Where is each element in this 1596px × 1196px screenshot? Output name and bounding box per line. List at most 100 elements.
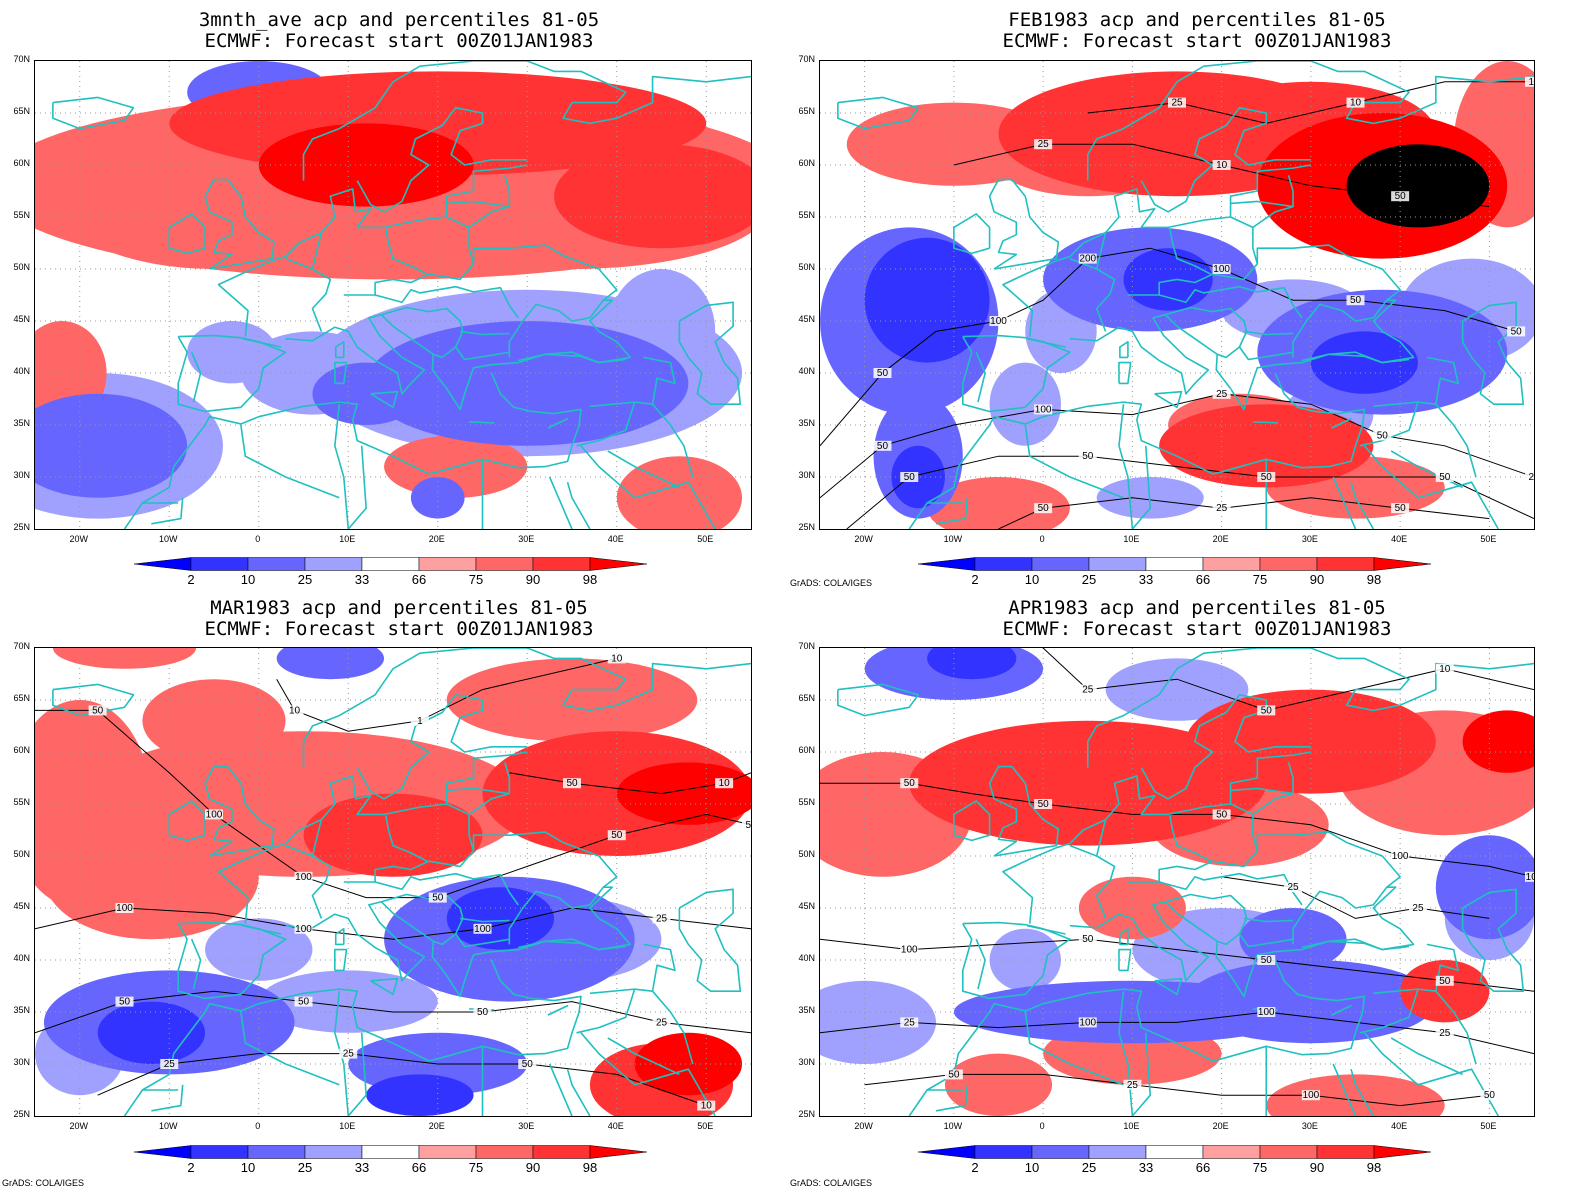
lat-label: 55N (798, 797, 815, 807)
contour-label: 100 (990, 316, 1007, 327)
contour-label: 25 (343, 1049, 355, 1060)
coastline (1252, 762, 1294, 816)
coastline (460, 330, 510, 336)
coastline (151, 497, 184, 525)
colorbar-label: 98 (582, 1160, 598, 1175)
coastline (343, 216, 475, 296)
map-frame: 50 100 100 50 50 50 100 100 100 25 50 50 50 25 25 25 50 1… (34, 647, 752, 1117)
coastline (1256, 244, 1401, 301)
coastline (1165, 306, 1248, 359)
coastline (526, 61, 751, 125)
coastlines (52, 61, 751, 529)
contour-label: 100 (1079, 1017, 1096, 1028)
coastline (1169, 815, 1212, 862)
coastline (1154, 390, 1183, 409)
coastline (1131, 445, 1152, 529)
contour-label: 50 (948, 1069, 960, 1080)
colorbar-label: 25 (1081, 1160, 1097, 1175)
colorbar-segment (1145, 1145, 1204, 1159)
colorbar-segment (190, 557, 249, 571)
coastline (1256, 831, 1401, 888)
colorbar-segment (475, 557, 534, 571)
contour-label: 50 (745, 820, 751, 831)
contour-label: 25 (1127, 1080, 1139, 1091)
coastlines (837, 648, 1534, 1116)
gridlines (820, 648, 1534, 1116)
coastline (1026, 337, 1066, 348)
coastline (1310, 61, 1534, 125)
colorbar-segment (247, 557, 306, 571)
shaded-region (1123, 248, 1213, 311)
percentile-shading (35, 61, 751, 529)
coastline (566, 1068, 591, 1116)
lon-label: 40E (1391, 534, 1408, 544)
coastline (1238, 346, 1294, 361)
coastline (1252, 175, 1294, 229)
colorbar-label: 75 (468, 1160, 484, 1175)
shaded-region (142, 679, 286, 763)
coastline (1230, 200, 1294, 208)
coastline (1390, 1037, 1463, 1076)
contour-label: 25 (904, 1017, 916, 1028)
coastline (285, 257, 332, 332)
coastline (1252, 421, 1278, 424)
coastline (566, 481, 591, 529)
shaded-region (366, 321, 689, 446)
lat-label: 65N (13, 693, 30, 703)
lat-label: 45N (13, 901, 30, 911)
colorbar-segment (532, 1145, 591, 1159)
coastline (1127, 216, 1259, 296)
lon-label: 20W (854, 534, 873, 544)
lat-label: 70N (13, 641, 30, 651)
lat-label: 50N (13, 262, 30, 272)
contour-label: 25 (1528, 472, 1534, 483)
lat-label: 40N (798, 366, 815, 376)
percentile-shading (820, 648, 1534, 1116)
colorbar-segment (918, 1145, 976, 1159)
coastline (52, 683, 135, 717)
contour-label: 100 (1213, 264, 1230, 275)
coastline (190, 938, 202, 990)
gridlines (35, 648, 751, 1116)
coastline (651, 403, 694, 478)
coastline (472, 831, 618, 888)
lat-label: 25N (13, 522, 30, 532)
coastline (285, 313, 626, 411)
colorbar-segment (1259, 557, 1318, 571)
lat-label: 35N (798, 418, 815, 428)
shaded-region (312, 362, 420, 425)
colorbar-segment (134, 557, 192, 571)
colorbar-label: 98 (582, 572, 598, 587)
lat-label: 55N (13, 210, 30, 220)
contour-line (820, 1011, 1534, 1055)
panel-title-line2: ECMWF: Forecast start 00Z01JAN1983 (204, 618, 594, 640)
coastline (1140, 693, 1311, 800)
colorbar (918, 1145, 1432, 1159)
coastlines (52, 648, 751, 1116)
contour-line (864, 1073, 1490, 1107)
lon-label: 10W (158, 1121, 178, 1131)
coastline (1118, 404, 1134, 529)
colorbar-label: 10 (1024, 572, 1040, 587)
shaded-region (616, 456, 743, 529)
colorbar-segment (589, 557, 648, 571)
coastline (334, 948, 348, 972)
colorbar-label: 33 (1138, 572, 1154, 587)
contour-label: 50 (1038, 799, 1050, 810)
lat-label: 65N (798, 106, 815, 116)
lat-label: 40N (13, 953, 30, 963)
coastline (472, 244, 618, 301)
contour-label: 25 (1216, 503, 1228, 514)
grads-credit: GrADS: COLA/IGES (2, 1178, 85, 1188)
contour-label: 100 (206, 809, 223, 820)
coastline (837, 96, 919, 130)
coastline (356, 106, 528, 213)
coastline (988, 765, 1060, 857)
contour-label: 50 (1216, 809, 1228, 820)
lon-label: 50E (697, 534, 714, 544)
contour-label: 50 (1395, 503, 1407, 514)
panel-title-line1: FEB1983 acp and percentiles 81-05 (1008, 9, 1386, 31)
coastline (285, 900, 626, 998)
shaded-region (1400, 960, 1490, 1023)
coastline (1435, 990, 1477, 1065)
